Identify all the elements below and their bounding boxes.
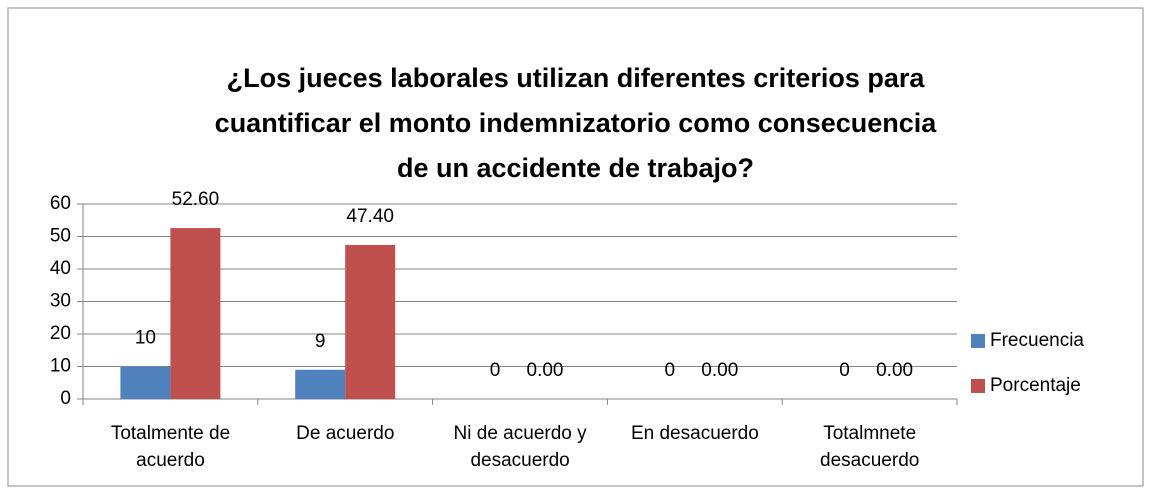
- bar: [295, 369, 346, 399]
- legend-swatch: [971, 379, 985, 393]
- data-label: 10: [135, 328, 156, 349]
- data-label: 47.40: [346, 206, 394, 227]
- y-tick-label: 0: [60, 388, 71, 409]
- bar: [345, 244, 396, 399]
- y-tick-label: 30: [50, 291, 71, 312]
- data-label: 0.00: [701, 360, 738, 381]
- bar: [170, 228, 221, 399]
- y-tick-label: 10: [50, 356, 71, 377]
- data-label: 9: [315, 331, 326, 352]
- data-label: 52.60: [172, 189, 220, 210]
- data-label: 0: [490, 360, 501, 381]
- y-tick-label: 50: [50, 226, 71, 247]
- bar: [120, 366, 171, 399]
- x-tick-label: En desacuerdo: [630, 423, 759, 444]
- data-label: 0: [665, 360, 676, 381]
- data-label: 0.00: [876, 360, 913, 381]
- data-label: 0: [839, 360, 850, 381]
- x-tick-label: Totalmente de acuerdo: [110, 423, 231, 471]
- chart-title: ¿Los jueces laborales utilizan diferente…: [214, 63, 937, 183]
- legend-swatch: [971, 334, 985, 348]
- x-tick-label: Totalmnete desacuerdo: [820, 423, 920, 471]
- y-tick-label: 20: [50, 323, 71, 344]
- x-tick-label: De acuerdo: [296, 423, 395, 444]
- x-tick-label: Ni de acuerdo y desacuerdo: [453, 423, 587, 471]
- data-label: 0.00: [527, 360, 564, 381]
- y-tick-label: 40: [50, 258, 71, 279]
- legend-label: Frecuencia: [990, 330, 1084, 351]
- y-tick-label: 60: [50, 193, 71, 214]
- chart-border: [7, 7, 1144, 487]
- legend-label: Porcentaje: [990, 375, 1081, 396]
